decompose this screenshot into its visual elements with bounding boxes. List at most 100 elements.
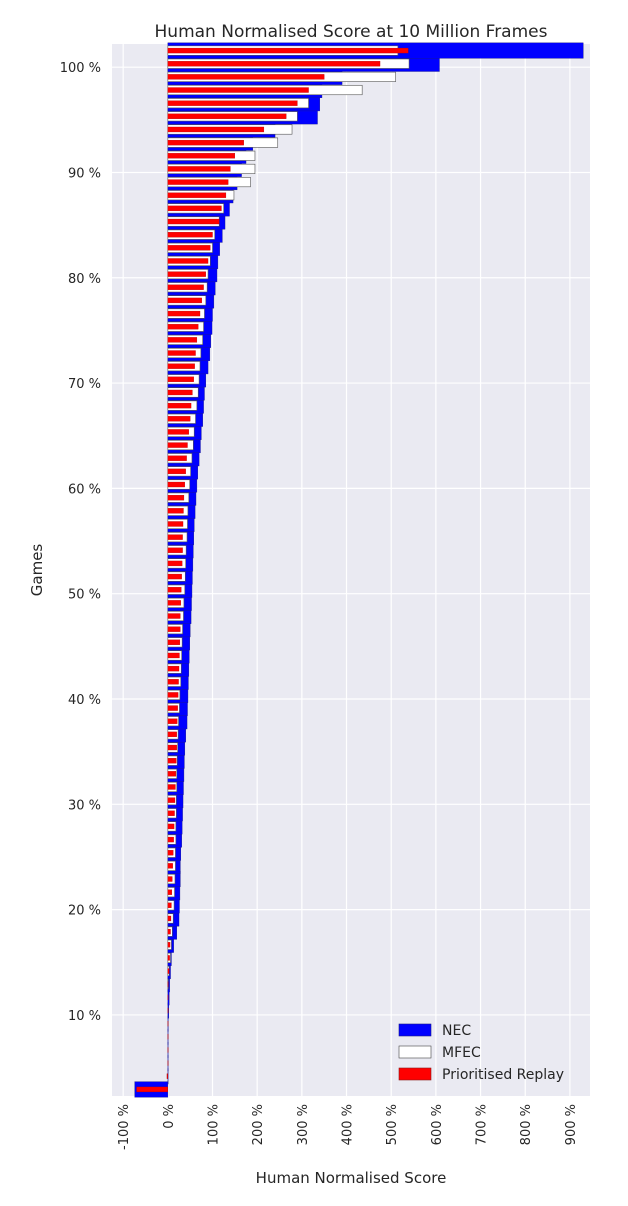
y-tick-label: 100 % <box>60 61 101 76</box>
bar-prioritised-replay <box>167 692 179 698</box>
bar-prioritised-replay <box>167 47 409 54</box>
bar-prioritised-replay <box>167 850 174 856</box>
bar-prioritised-replay <box>167 889 173 895</box>
y-tick-label: 70 % <box>68 377 101 392</box>
bar-prioritised-replay <box>167 573 182 580</box>
legend-swatch-nec <box>398 1023 432 1037</box>
bar-prioritised-replay <box>167 232 213 238</box>
bar-prioritised-replay <box>167 218 220 225</box>
bar-prioritised-replay <box>167 560 183 567</box>
bar-prioritised-replay <box>167 389 193 396</box>
bar-prioritised-replay <box>167 823 175 830</box>
bar-prioritised-replay <box>167 113 287 119</box>
bar-prioritised-replay <box>167 100 298 106</box>
x-tick-label: 800 % <box>519 1104 534 1145</box>
bar-prioritised-replay <box>167 902 172 908</box>
bar-prioritised-replay <box>167 455 187 461</box>
legend-swatch-mfec <box>398 1045 432 1059</box>
bar-prioritised-replay <box>167 613 181 619</box>
bar-prioritised-replay <box>167 481 185 488</box>
bar-prioritised-replay <box>167 547 183 553</box>
x-tick-label: 500 % <box>385 1104 400 1145</box>
bar-prioritised-replay <box>167 271 206 277</box>
y-tick-label: 30 % <box>68 798 101 813</box>
x-tick-label: 200 % <box>251 1104 266 1145</box>
bar-prioritised-replay <box>167 955 170 961</box>
bar-prioritised-replay <box>167 468 186 475</box>
bar-prioritised-replay <box>167 639 181 645</box>
bar-prioritised-replay <box>167 179 229 185</box>
bar-prioritised-replay <box>167 968 170 974</box>
x-ticks: -100 % 0 % 100 % 200 % 300 % 400 % 500 % 600 % 7… <box>117 1104 579 1150</box>
legend-label-mfec: MFEC <box>442 1045 481 1061</box>
bar-prioritised-replay <box>167 718 178 724</box>
y-tick-label: 50 % <box>68 588 101 603</box>
bar-prioritised-replay <box>167 350 196 356</box>
bar-prioritised-replay <box>167 297 202 304</box>
bar-prioritised-replay <box>167 652 180 659</box>
bar-prioritised-replay <box>167 126 265 133</box>
x-axis-label: Human Normalised Score <box>256 1169 447 1187</box>
bar-prioritised-replay <box>167 810 175 816</box>
bar-prioritised-replay <box>167 363 195 369</box>
bar-prioritised-replay <box>167 310 201 317</box>
legend-swatch-prioritised-replay <box>398 1067 432 1081</box>
x-tick-label: 300 % <box>296 1104 311 1145</box>
bar-prioritised-replay <box>167 402 192 409</box>
bar-prioritised-replay <box>167 61 381 67</box>
bar-prioritised-replay <box>167 928 171 935</box>
bar-prioritised-replay <box>166 1073 168 1079</box>
y-tick-label: 60 % <box>68 482 101 497</box>
bar-prioritised-replay <box>167 876 173 882</box>
x-tick-label: 400 % <box>341 1104 356 1145</box>
legend-label-nec: NEC <box>442 1023 471 1039</box>
x-tick-label: 700 % <box>475 1104 490 1145</box>
bar-prioritised-replay <box>167 679 179 685</box>
bar-prioritised-replay <box>167 797 176 803</box>
bar-prioritised-replay <box>167 508 184 514</box>
y-tick-label: 90 % <box>68 166 101 181</box>
bar-prioritised-replay <box>167 416 191 422</box>
legend-label-prioritised-replay: Prioritised Replay <box>442 1067 564 1083</box>
x-tick-label: 100 % <box>207 1104 222 1145</box>
x-tick-label: 900 % <box>564 1104 579 1145</box>
bar-prioritised-replay <box>167 534 183 540</box>
y-axis-label: Games <box>28 544 46 597</box>
y-tick-label: 80 % <box>68 272 101 287</box>
bar-prioritised-replay <box>136 1086 168 1093</box>
bar-prioritised-replay <box>167 245 211 251</box>
x-tick-label: -100 % <box>117 1104 132 1150</box>
bars <box>134 42 584 1098</box>
bar-prioritised-replay <box>167 139 244 146</box>
bar-prioritised-replay <box>167 771 177 777</box>
x-tick-label: 600 % <box>430 1104 445 1145</box>
bar-prioritised-replay <box>167 442 188 448</box>
bar-prioritised-replay <box>167 626 181 632</box>
bar-prioritised-replay <box>167 166 231 172</box>
bar-prioritised-replay <box>167 495 185 501</box>
bar-prioritised-replay <box>167 665 180 672</box>
bar-prioritised-replay <box>167 731 177 738</box>
bar-prioritised-replay <box>167 87 309 93</box>
bar-prioritised-replay <box>167 587 182 593</box>
legend: NEC MFEC Prioritised Replay <box>398 1023 564 1083</box>
bar-prioritised-replay <box>167 915 172 922</box>
bar-prioritised-replay <box>167 429 189 435</box>
bar-prioritised-replay <box>167 863 173 869</box>
bar-prioritised-replay <box>167 376 194 382</box>
y-tick-label: 10 % <box>68 1009 101 1024</box>
bar-prioritised-replay <box>167 284 204 290</box>
bar-prioritised-replay <box>167 153 236 159</box>
bar-prioritised-replay <box>167 758 177 764</box>
bar-prioritised-replay <box>167 784 176 790</box>
bar-prioritised-replay <box>167 744 177 751</box>
bar-prioritised-replay <box>167 942 171 948</box>
bar-prioritised-replay <box>167 324 199 330</box>
y-tick-label: 40 % <box>68 693 101 708</box>
bar-prioritised-replay <box>167 192 227 198</box>
bar-prioritised-replay <box>167 521 184 527</box>
bar-prioritised-replay <box>167 337 198 343</box>
bar-prioritised-replay <box>167 705 178 711</box>
bar-prioritised-replay <box>167 205 222 212</box>
bar-prioritised-replay <box>167 258 209 264</box>
